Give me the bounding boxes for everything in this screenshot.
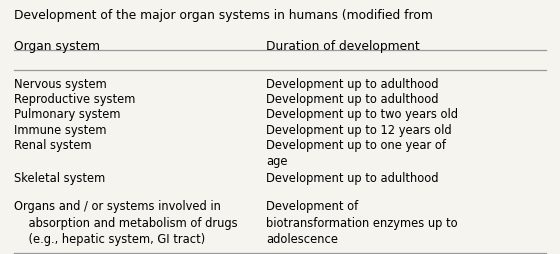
Text: Development up to adulthood: Development up to adulthood — [266, 93, 438, 106]
Text: Pulmonary system: Pulmonary system — [14, 108, 120, 121]
Text: Development up to one year of
age: Development up to one year of age — [266, 138, 446, 168]
Text: Development up to adulthood: Development up to adulthood — [266, 171, 438, 184]
Text: Organ system: Organ system — [14, 39, 100, 52]
Text: Skeletal system: Skeletal system — [14, 171, 105, 184]
Text: Development up to two years old: Development up to two years old — [266, 108, 458, 121]
Text: Development of the major organ systems in humans (modified from: Development of the major organ systems i… — [14, 9, 437, 22]
Text: Development of
biotransformation enzymes up to
adolescence: Development of biotransformation enzymes… — [266, 199, 458, 245]
Text: Nervous system: Nervous system — [14, 77, 107, 90]
Text: Renal system: Renal system — [14, 138, 92, 151]
Text: Development up to 12 years old: Development up to 12 years old — [266, 123, 451, 136]
Text: Organs and / or systems involved in
    absorption and metabolism of drugs
    (: Organs and / or systems involved in abso… — [14, 199, 237, 245]
Text: Development up to adulthood: Development up to adulthood — [266, 77, 438, 90]
Text: Reproductive system: Reproductive system — [14, 93, 136, 106]
Text: Duration of development: Duration of development — [266, 39, 420, 52]
Text: Immune system: Immune system — [14, 123, 106, 136]
